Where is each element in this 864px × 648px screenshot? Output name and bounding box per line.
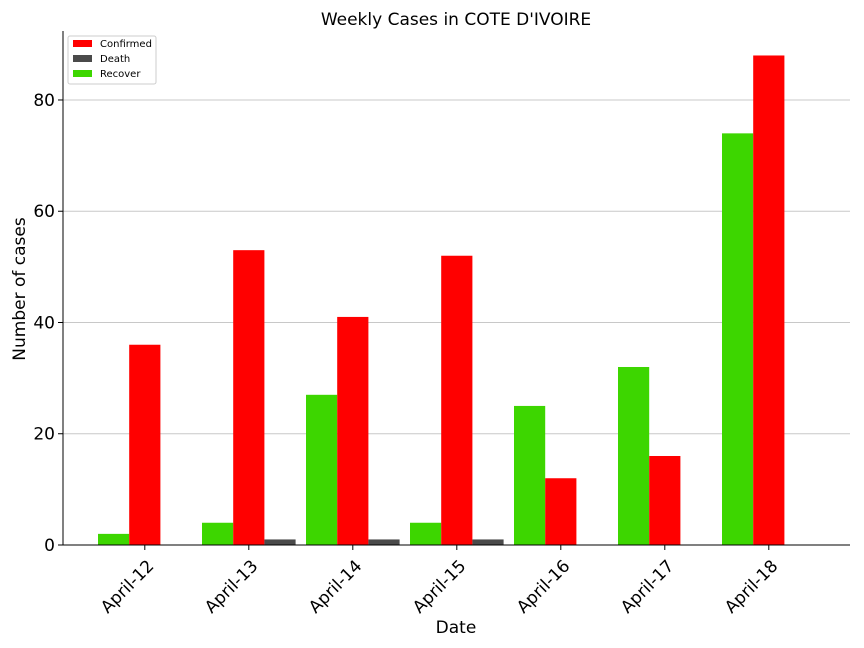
legend: Confirmed Death Recover xyxy=(67,35,157,85)
legend-swatch-confirmed xyxy=(73,40,92,47)
x-tick-label: April-16 xyxy=(513,556,574,617)
x-tick-label: April-15 xyxy=(409,556,470,617)
bar-confirmed-april-17 xyxy=(649,455,681,545)
bar-confirmed-april-16 xyxy=(545,478,577,545)
y-tick-label: 20 xyxy=(33,425,55,445)
bar-confirmed-april-18 xyxy=(753,55,785,545)
legend-swatch-death xyxy=(73,55,92,62)
y-axis-title: Number of cases xyxy=(10,217,30,361)
bar-confirmed-april-15 xyxy=(441,255,473,545)
y-tick-label: 40 xyxy=(33,313,55,333)
y-tick-label: 0 xyxy=(44,536,55,556)
legend-label-confirmed: Confirmed xyxy=(100,39,152,50)
x-tick-label: April-13 xyxy=(201,556,262,617)
bar-death-april-14 xyxy=(368,539,400,545)
legend-label-recover: Recover xyxy=(100,69,141,80)
x-tick-label: April-18 xyxy=(721,556,782,617)
chart-title: Weekly Cases in COTE D'IVOIRE xyxy=(321,10,591,30)
y-tick-label: 60 xyxy=(33,202,55,222)
bar-recover-april-13 xyxy=(202,522,234,545)
x-axis-title: Date xyxy=(436,618,477,638)
x-tick-label: April-17 xyxy=(617,556,678,617)
bar-recover-april-15 xyxy=(410,522,442,545)
bar-recover-april-17 xyxy=(618,366,650,545)
bar-confirmed-april-13 xyxy=(233,250,265,545)
bar-confirmed-april-12 xyxy=(129,344,161,545)
bar-confirmed-april-14 xyxy=(337,316,369,545)
bars xyxy=(98,55,785,545)
x-tick-label: April-14 xyxy=(305,556,366,617)
bar-recover-april-16 xyxy=(514,405,546,545)
axes xyxy=(58,31,850,550)
legend-swatch-recover xyxy=(73,70,92,77)
bar-death-april-13 xyxy=(264,539,296,545)
y-tick-label: 80 xyxy=(33,91,55,111)
bar-recover-april-18 xyxy=(722,133,754,545)
bar-recover-april-12 xyxy=(98,533,130,545)
bar-death-april-15 xyxy=(472,539,504,545)
bar-recover-april-14 xyxy=(306,394,338,545)
legend-label-death: Death xyxy=(100,54,130,65)
x-tick-label: April-12 xyxy=(97,556,158,617)
